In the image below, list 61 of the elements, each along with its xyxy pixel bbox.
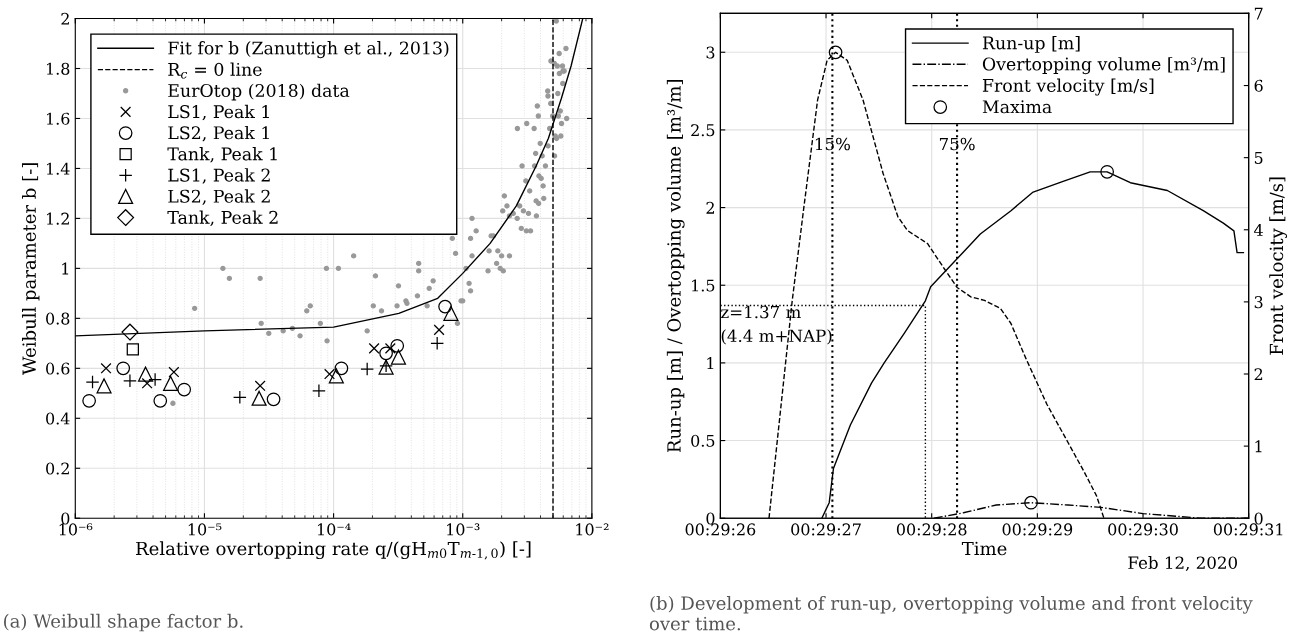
y2-axis-title: Front velocity [m/s] — [1269, 177, 1287, 355]
legend-label: Overtopping volume [m³/m] — [982, 57, 1225, 75]
text: Feb 12, 2020 — [1128, 556, 1237, 572]
y-tick-label: 0.5 — [691, 434, 715, 447]
x-tick-label: 00:29:30 — [1108, 523, 1178, 536]
y-tick-label: 3 — [706, 46, 715, 59]
x-tick-label: 10⁻³ — [447, 523, 480, 536]
annotation: 15% — [815, 137, 850, 151]
x-tick-label: 10⁻⁶ — [59, 523, 93, 536]
y-tick-label: 1 — [62, 262, 69, 275]
legend-label: LS2, Peak 2 — [168, 189, 270, 205]
y2-tick-label: 1 — [1255, 440, 1262, 453]
x-tick-label: 10⁻⁵ — [188, 523, 222, 536]
y-tick-label: 1.2 — [46, 212, 69, 225]
legend-label: LS2, Peak 1 — [168, 125, 269, 142]
y-tick-label: 2 — [61, 12, 69, 25]
legend-label: Tank, Peak 2 — [167, 210, 278, 227]
y-tick-label: 1 — [707, 357, 714, 369]
legend-label: Front velocity [m/s] — [982, 78, 1154, 96]
x-tick-label: 00:29:26 — [685, 523, 756, 536]
x-tick-label: 10⁻² — [576, 523, 609, 536]
x-axis-title: Time — [961, 541, 1007, 556]
x-tick-label: 00:29:28 — [896, 523, 967, 536]
annotation: 75% — [939, 137, 975, 151]
text: (b) Development of run-up, overtopping volume and front velocity over time. — [649, 595, 1253, 631]
legend-label: EurOtop (2018) data — [168, 83, 350, 101]
legend-label: LS1, Peak 1 — [168, 104, 269, 121]
x-tick-label: 00:29:29 — [1002, 523, 1073, 536]
y-tick-label: 1.6 — [46, 112, 70, 125]
y-tick-label: 1.5 — [692, 279, 715, 292]
y-tick-label: 2.5 — [691, 124, 715, 137]
y-tick-label: 0.8 — [46, 312, 70, 325]
x-tick-label: 00:29:27 — [791, 523, 861, 536]
y-tick-label: 0.4 — [46, 412, 70, 425]
y-axis-title: Run-up [m] / Overtopping volume [m³/m] — [666, 80, 685, 453]
y-tick-label: 2 — [706, 201, 714, 214]
y-axis-title: Weibull parameter b [-] — [21, 163, 40, 375]
legend-label: Tank, Peak 1 — [167, 147, 277, 163]
y2-tick-label: 4 — [1254, 223, 1263, 236]
x-tick-label: 00:29:31 — [1213, 523, 1283, 536]
y-tick-label: 0.2 — [46, 462, 69, 475]
y-tick-label: 0 — [61, 512, 70, 525]
y-tick-label: 1.8 — [46, 62, 70, 75]
text: (a) Weibull shape factor b. — [4, 613, 243, 632]
y-tick-label: 0 — [706, 512, 715, 525]
x-tick-label: 10⁻⁴ — [317, 523, 351, 536]
y2-tick-label: 2 — [1254, 368, 1263, 381]
legend-label: R$_{c}$ = 0 line — [168, 62, 262, 79]
x-axis-title: Relative overtopping rate q/(gH$_{m0}$T$_{m-1,0}$) [-] — [136, 541, 531, 560]
legend-label: Fit for b (Zanuttigh et al., 2013) — [168, 41, 449, 59]
y2-tick-label: 0 — [1254, 512, 1263, 525]
y2-tick-label: 7 — [1254, 7, 1263, 20]
y2-tick-label: 6 — [1254, 79, 1263, 92]
y-tick-label: 0.6 — [46, 362, 70, 375]
y-tick-label: 1.4 — [46, 162, 70, 175]
annotation: z=1.37 m (4.4 m+NAP) — [721, 305, 832, 345]
legend-label: Run-up [m] — [982, 35, 1080, 53]
y2-tick-label: 3 — [1254, 296, 1263, 309]
legend-label: LS1, Peak 2 — [168, 168, 270, 184]
y2-tick-label: 5 — [1254, 152, 1263, 164]
legend-label: Maxima — [982, 100, 1052, 114]
